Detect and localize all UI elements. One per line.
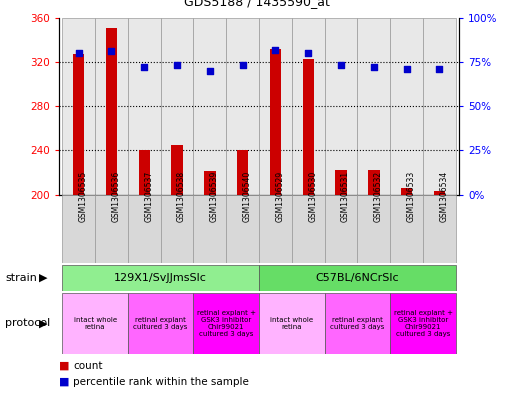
Text: GSM1306537: GSM1306537 bbox=[144, 171, 153, 222]
Text: intact whole
retina: intact whole retina bbox=[73, 317, 116, 330]
Text: GSM1306535: GSM1306535 bbox=[78, 171, 88, 222]
Text: retinal explant +
GSK3 inhibitor
Chir99021
cultured 3 days: retinal explant + GSK3 inhibitor Chir990… bbox=[197, 310, 256, 337]
Bar bbox=[423, 195, 456, 263]
Bar bbox=[390, 18, 423, 195]
Text: percentile rank within the sample: percentile rank within the sample bbox=[73, 377, 249, 387]
Bar bbox=[390, 293, 456, 354]
Point bbox=[337, 62, 345, 68]
Bar bbox=[423, 18, 456, 195]
Point bbox=[107, 48, 115, 54]
Text: GSM1306539: GSM1306539 bbox=[210, 171, 219, 222]
Text: GSM1306538: GSM1306538 bbox=[177, 171, 186, 222]
Bar bbox=[401, 188, 412, 195]
Bar bbox=[62, 293, 128, 354]
Text: GSM1306529: GSM1306529 bbox=[275, 171, 285, 222]
Text: C57BL/6NCrSlc: C57BL/6NCrSlc bbox=[315, 273, 399, 283]
Bar bbox=[259, 293, 325, 354]
Bar bbox=[270, 49, 281, 195]
Text: GSM1306536: GSM1306536 bbox=[111, 171, 121, 222]
Bar bbox=[62, 18, 95, 195]
Bar bbox=[368, 170, 380, 195]
Text: ■: ■ bbox=[59, 377, 69, 387]
Bar bbox=[204, 171, 215, 195]
Bar bbox=[358, 195, 390, 263]
Bar bbox=[433, 191, 445, 195]
Bar bbox=[237, 150, 248, 195]
Text: strain: strain bbox=[5, 273, 37, 283]
Point bbox=[239, 62, 247, 68]
Bar bbox=[259, 18, 292, 195]
Bar bbox=[62, 265, 259, 291]
Text: retinal explant +
GSK3 inhibitor
Chir99021
cultured 3 days: retinal explant + GSK3 inhibitor Chir990… bbox=[393, 310, 452, 337]
Point bbox=[436, 66, 444, 72]
Text: GSM1306530: GSM1306530 bbox=[308, 171, 317, 222]
Bar bbox=[139, 150, 150, 195]
Bar bbox=[128, 195, 161, 263]
Text: GSM1306532: GSM1306532 bbox=[374, 171, 383, 222]
Bar bbox=[292, 18, 325, 195]
Bar bbox=[171, 145, 183, 195]
Point bbox=[271, 46, 280, 53]
Text: ▶: ▶ bbox=[40, 273, 48, 283]
Bar bbox=[325, 293, 390, 354]
Bar bbox=[95, 195, 128, 263]
Bar bbox=[193, 18, 226, 195]
Point bbox=[304, 50, 312, 56]
Bar bbox=[358, 18, 390, 195]
Text: count: count bbox=[73, 361, 103, 371]
Text: retinal explant
cultured 3 days: retinal explant cultured 3 days bbox=[330, 317, 385, 330]
Bar bbox=[336, 170, 347, 195]
Bar bbox=[106, 28, 117, 195]
Bar bbox=[73, 54, 85, 195]
Text: protocol: protocol bbox=[5, 318, 50, 328]
Text: GSM1306533: GSM1306533 bbox=[407, 171, 416, 222]
Text: GDS5188 / 1435590_at: GDS5188 / 1435590_at bbox=[184, 0, 329, 8]
Text: 129X1/SvJJmsSlc: 129X1/SvJJmsSlc bbox=[114, 273, 207, 283]
Bar bbox=[226, 195, 259, 263]
Text: retinal explant
cultured 3 days: retinal explant cultured 3 days bbox=[133, 317, 188, 330]
Point bbox=[173, 62, 181, 68]
Text: GSM1306531: GSM1306531 bbox=[341, 171, 350, 222]
Bar bbox=[193, 195, 226, 263]
Text: ▶: ▶ bbox=[40, 318, 48, 328]
Bar bbox=[95, 18, 128, 195]
Point bbox=[403, 66, 411, 72]
Bar bbox=[161, 18, 193, 195]
Bar bbox=[292, 195, 325, 263]
Point bbox=[370, 64, 378, 70]
Bar bbox=[128, 18, 161, 195]
Bar bbox=[193, 293, 259, 354]
Point bbox=[206, 68, 214, 74]
Bar bbox=[259, 195, 292, 263]
Bar bbox=[390, 195, 423, 263]
Bar bbox=[325, 18, 358, 195]
Point bbox=[140, 64, 148, 70]
Bar bbox=[259, 265, 456, 291]
Bar bbox=[226, 18, 259, 195]
Text: GSM1306534: GSM1306534 bbox=[440, 171, 448, 222]
Text: GSM1306540: GSM1306540 bbox=[243, 171, 252, 222]
Point bbox=[74, 50, 83, 56]
Bar bbox=[303, 59, 314, 195]
Bar bbox=[128, 293, 193, 354]
Text: intact whole
retina: intact whole retina bbox=[270, 317, 313, 330]
Bar bbox=[325, 195, 358, 263]
Text: ■: ■ bbox=[59, 361, 69, 371]
Bar bbox=[62, 195, 95, 263]
Bar bbox=[161, 195, 193, 263]
